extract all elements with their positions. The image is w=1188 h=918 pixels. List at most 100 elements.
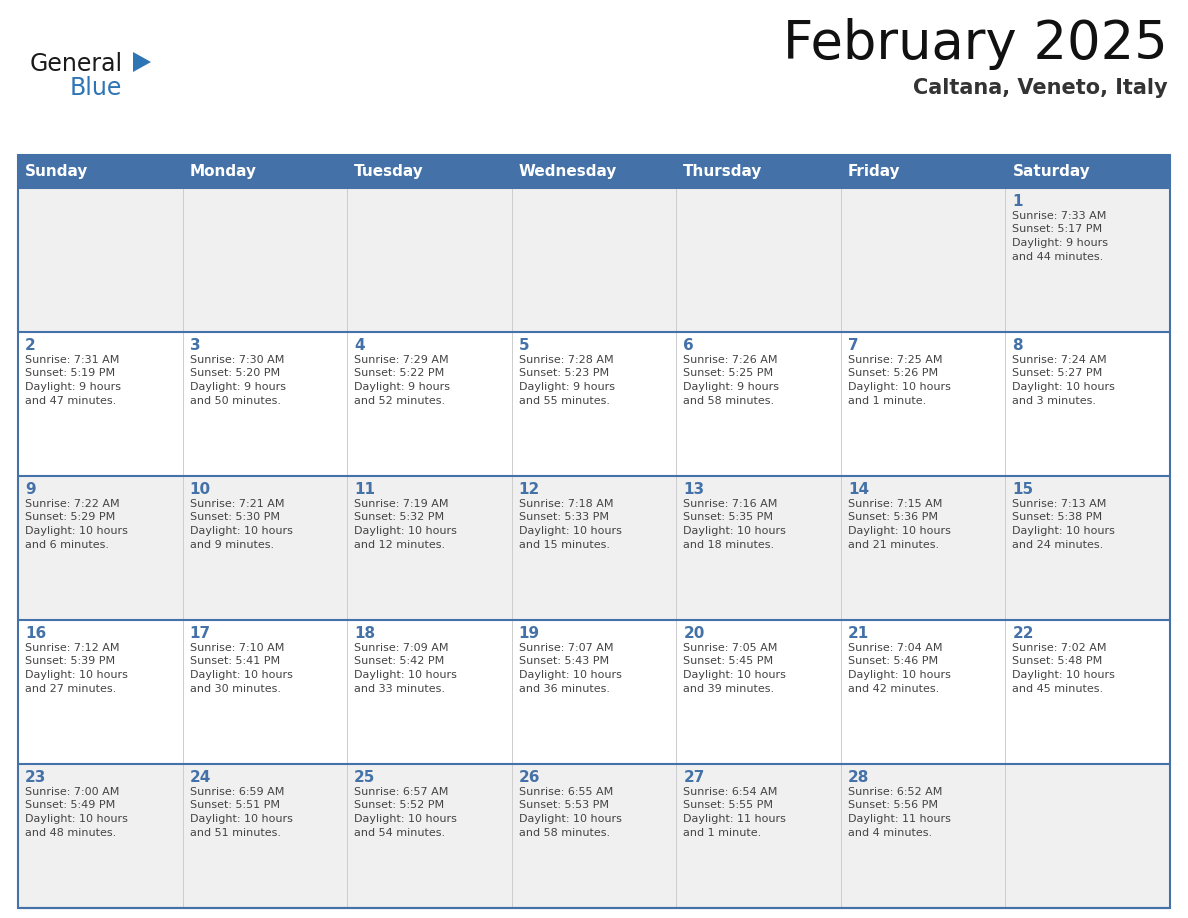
Text: Daylight: 9 hours: Daylight: 9 hours bbox=[1012, 238, 1108, 248]
Text: and 39 minutes.: and 39 minutes. bbox=[683, 684, 775, 693]
Text: and 58 minutes.: and 58 minutes. bbox=[519, 827, 609, 837]
Text: 24: 24 bbox=[190, 770, 211, 785]
Text: Daylight: 10 hours: Daylight: 10 hours bbox=[848, 526, 950, 536]
Text: and 58 minutes.: and 58 minutes. bbox=[683, 396, 775, 406]
Text: Sunset: 5:30 PM: Sunset: 5:30 PM bbox=[190, 512, 279, 522]
Text: Wednesday: Wednesday bbox=[519, 164, 617, 179]
Text: 19: 19 bbox=[519, 626, 539, 641]
Text: and 44 minutes.: and 44 minutes. bbox=[1012, 252, 1104, 262]
Text: Sunset: 5:22 PM: Sunset: 5:22 PM bbox=[354, 368, 444, 378]
Text: Sunset: 5:42 PM: Sunset: 5:42 PM bbox=[354, 656, 444, 666]
Text: Daylight: 10 hours: Daylight: 10 hours bbox=[848, 382, 950, 392]
Text: and 4 minutes.: and 4 minutes. bbox=[848, 827, 931, 837]
Bar bbox=[18, 332, 1170, 476]
Text: Sunset: 5:43 PM: Sunset: 5:43 PM bbox=[519, 656, 608, 666]
Text: Sunset: 5:51 PM: Sunset: 5:51 PM bbox=[190, 800, 279, 811]
Text: Daylight: 10 hours: Daylight: 10 hours bbox=[519, 670, 621, 680]
Text: 8: 8 bbox=[1012, 338, 1023, 353]
Text: Daylight: 9 hours: Daylight: 9 hours bbox=[519, 382, 614, 392]
Text: February 2025: February 2025 bbox=[783, 18, 1168, 70]
Text: Sunset: 5:41 PM: Sunset: 5:41 PM bbox=[190, 656, 279, 666]
Text: Daylight: 9 hours: Daylight: 9 hours bbox=[25, 382, 121, 392]
Text: Sunset: 5:27 PM: Sunset: 5:27 PM bbox=[1012, 368, 1102, 378]
Text: Daylight: 10 hours: Daylight: 10 hours bbox=[519, 526, 621, 536]
Text: and 36 minutes.: and 36 minutes. bbox=[519, 684, 609, 693]
Text: 21: 21 bbox=[848, 626, 870, 641]
Text: 7: 7 bbox=[848, 338, 859, 353]
Text: Saturday: Saturday bbox=[1012, 164, 1091, 179]
Text: and 6 minutes.: and 6 minutes. bbox=[25, 540, 109, 550]
Text: Sunrise: 6:57 AM: Sunrise: 6:57 AM bbox=[354, 787, 449, 797]
Text: Sunset: 5:49 PM: Sunset: 5:49 PM bbox=[25, 800, 115, 811]
Text: Sunrise: 6:52 AM: Sunrise: 6:52 AM bbox=[848, 787, 942, 797]
Text: Sunrise: 7:04 AM: Sunrise: 7:04 AM bbox=[848, 643, 942, 653]
Text: Sunset: 5:36 PM: Sunset: 5:36 PM bbox=[848, 512, 937, 522]
Text: Sunrise: 7:13 AM: Sunrise: 7:13 AM bbox=[1012, 499, 1107, 509]
Text: Sunset: 5:53 PM: Sunset: 5:53 PM bbox=[519, 800, 608, 811]
Text: Sunset: 5:48 PM: Sunset: 5:48 PM bbox=[1012, 656, 1102, 666]
Text: Sunset: 5:20 PM: Sunset: 5:20 PM bbox=[190, 368, 279, 378]
Text: Sunset: 5:25 PM: Sunset: 5:25 PM bbox=[683, 368, 773, 378]
Text: Sunrise: 7:33 AM: Sunrise: 7:33 AM bbox=[1012, 211, 1107, 221]
Text: Sunset: 5:17 PM: Sunset: 5:17 PM bbox=[1012, 225, 1102, 234]
Text: Sunset: 5:23 PM: Sunset: 5:23 PM bbox=[519, 368, 608, 378]
Text: and 42 minutes.: and 42 minutes. bbox=[848, 684, 939, 693]
Bar bbox=[18, 188, 1170, 332]
Text: Daylight: 10 hours: Daylight: 10 hours bbox=[848, 670, 950, 680]
Text: Daylight: 10 hours: Daylight: 10 hours bbox=[354, 670, 457, 680]
Text: and 45 minutes.: and 45 minutes. bbox=[1012, 684, 1104, 693]
Text: Blue: Blue bbox=[70, 76, 122, 100]
Text: Monday: Monday bbox=[190, 164, 257, 179]
Text: and 48 minutes.: and 48 minutes. bbox=[25, 827, 116, 837]
Text: Friday: Friday bbox=[848, 164, 901, 179]
Text: Daylight: 10 hours: Daylight: 10 hours bbox=[683, 526, 786, 536]
Text: Sunset: 5:55 PM: Sunset: 5:55 PM bbox=[683, 800, 773, 811]
Text: Sunset: 5:39 PM: Sunset: 5:39 PM bbox=[25, 656, 115, 666]
Text: and 30 minutes.: and 30 minutes. bbox=[190, 684, 280, 693]
Text: Sunset: 5:33 PM: Sunset: 5:33 PM bbox=[519, 512, 608, 522]
Text: Sunset: 5:56 PM: Sunset: 5:56 PM bbox=[848, 800, 937, 811]
Text: Sunset: 5:29 PM: Sunset: 5:29 PM bbox=[25, 512, 115, 522]
Text: and 50 minutes.: and 50 minutes. bbox=[190, 396, 280, 406]
Text: Sunrise: 7:09 AM: Sunrise: 7:09 AM bbox=[354, 643, 449, 653]
Text: Sunrise: 7:15 AM: Sunrise: 7:15 AM bbox=[848, 499, 942, 509]
Text: Daylight: 10 hours: Daylight: 10 hours bbox=[25, 814, 128, 824]
Text: Sunset: 5:19 PM: Sunset: 5:19 PM bbox=[25, 368, 115, 378]
Text: Daylight: 10 hours: Daylight: 10 hours bbox=[190, 814, 292, 824]
Text: and 12 minutes.: and 12 minutes. bbox=[354, 540, 446, 550]
Text: Daylight: 11 hours: Daylight: 11 hours bbox=[683, 814, 786, 824]
Text: and 51 minutes.: and 51 minutes. bbox=[190, 827, 280, 837]
Text: and 9 minutes.: and 9 minutes. bbox=[190, 540, 273, 550]
Text: 28: 28 bbox=[848, 770, 870, 785]
Text: Sunrise: 7:30 AM: Sunrise: 7:30 AM bbox=[190, 355, 284, 365]
Text: 25: 25 bbox=[354, 770, 375, 785]
Text: Daylight: 9 hours: Daylight: 9 hours bbox=[190, 382, 285, 392]
Text: Sunrise: 7:12 AM: Sunrise: 7:12 AM bbox=[25, 643, 120, 653]
Text: Daylight: 10 hours: Daylight: 10 hours bbox=[25, 526, 128, 536]
Text: and 55 minutes.: and 55 minutes. bbox=[519, 396, 609, 406]
Text: Daylight: 9 hours: Daylight: 9 hours bbox=[354, 382, 450, 392]
Text: Daylight: 10 hours: Daylight: 10 hours bbox=[190, 526, 292, 536]
Text: and 15 minutes.: and 15 minutes. bbox=[519, 540, 609, 550]
Text: Sunrise: 7:25 AM: Sunrise: 7:25 AM bbox=[848, 355, 942, 365]
Text: Sunset: 5:45 PM: Sunset: 5:45 PM bbox=[683, 656, 773, 666]
Text: Daylight: 10 hours: Daylight: 10 hours bbox=[1012, 670, 1116, 680]
Text: Sunrise: 7:05 AM: Sunrise: 7:05 AM bbox=[683, 643, 778, 653]
Text: Daylight: 10 hours: Daylight: 10 hours bbox=[354, 526, 457, 536]
Text: Daylight: 10 hours: Daylight: 10 hours bbox=[25, 670, 128, 680]
Text: Daylight: 9 hours: Daylight: 9 hours bbox=[683, 382, 779, 392]
Text: Sunrise: 7:07 AM: Sunrise: 7:07 AM bbox=[519, 643, 613, 653]
Text: 5: 5 bbox=[519, 338, 530, 353]
Bar bbox=[18, 620, 1170, 764]
Text: and 21 minutes.: and 21 minutes. bbox=[848, 540, 939, 550]
Text: 11: 11 bbox=[354, 482, 375, 497]
Bar bbox=[18, 764, 1170, 908]
Text: 2: 2 bbox=[25, 338, 36, 353]
Bar bbox=[18, 476, 1170, 620]
Text: Sunrise: 7:28 AM: Sunrise: 7:28 AM bbox=[519, 355, 613, 365]
Text: Sunrise: 7:02 AM: Sunrise: 7:02 AM bbox=[1012, 643, 1107, 653]
Text: Sunrise: 6:54 AM: Sunrise: 6:54 AM bbox=[683, 787, 778, 797]
Text: Tuesday: Tuesday bbox=[354, 164, 424, 179]
Text: Sunrise: 7:19 AM: Sunrise: 7:19 AM bbox=[354, 499, 449, 509]
Text: Sunrise: 7:22 AM: Sunrise: 7:22 AM bbox=[25, 499, 120, 509]
